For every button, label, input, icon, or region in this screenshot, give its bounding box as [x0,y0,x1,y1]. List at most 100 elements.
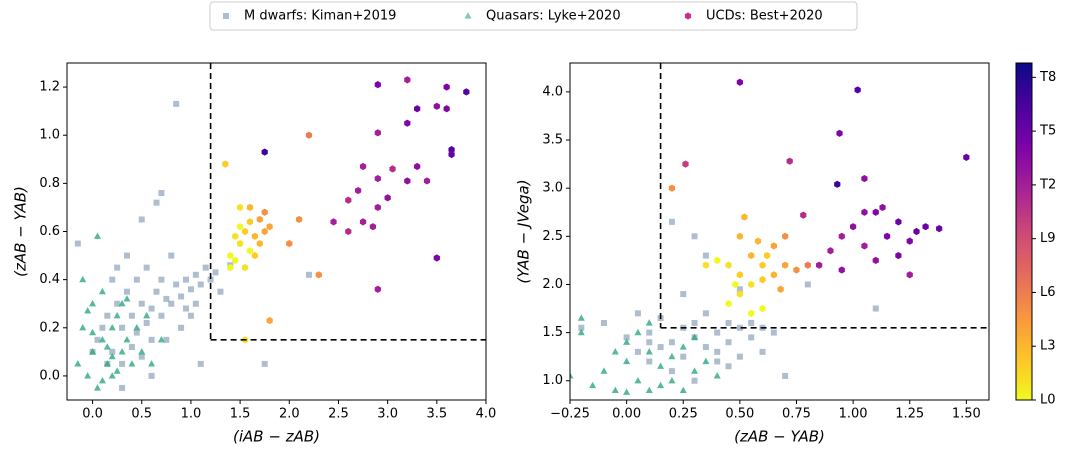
marker-square [109,348,116,355]
marker-hexagon [684,12,692,20]
x-tick-label: 2.0 [279,407,300,422]
marker-triangle [668,352,676,360]
marker-hexagon [838,232,845,240]
marker-hexagon [759,261,766,269]
marker-hexagon [433,254,440,262]
marker-hexagon [895,251,902,260]
marker-hexagon [330,218,337,226]
marker-square [143,264,150,271]
marker-triangle [570,372,574,379]
marker-hexagon [355,186,362,195]
marker-hexagon [443,105,450,113]
marker-triangle [79,275,87,283]
marker-triangle [143,311,151,319]
marker-triangle [623,338,631,345]
marker-square [143,319,150,326]
marker-square [187,312,194,319]
marker-square [804,281,811,288]
marker-triangle [611,386,619,393]
marker-square [74,240,81,247]
marker-triangle [108,372,116,379]
marker-square [623,334,630,341]
marker-triangle [84,307,92,314]
x-tick-label: 4.0 [476,407,497,422]
marker-triangle [123,336,131,343]
marker-square [736,286,743,293]
marker-square [148,372,155,379]
marker-hexagon [227,251,234,260]
marker-hexagon [838,266,845,274]
marker-hexagon [782,261,789,269]
marker-hexagon [872,208,879,216]
marker-triangle [623,357,631,365]
marker-hexagon [236,223,244,231]
marker-square [217,288,224,295]
x-tick-label: 3.0 [377,407,398,422]
marker-hexagon [232,232,239,240]
y-tick-label: 0.0 [39,368,60,383]
marker-square [119,384,126,391]
marker-square [119,360,126,367]
marker-hexagon [759,304,766,313]
marker-hexagon [246,203,254,212]
x-tick-label: −0.25 [550,407,590,422]
marker-hexagon [443,83,450,91]
marker-triangle [103,360,111,367]
marker-square [119,324,126,331]
marker-hexagon [763,251,771,260]
marker-hexagon [236,203,244,212]
marker-square [714,329,721,336]
marker-triangle [657,362,665,369]
legend-label: Quasars: Lyke+2020 [486,9,621,24]
marker-hexagon [702,261,710,269]
marker-hexagon [906,271,913,279]
marker-square [646,329,653,336]
marker-hexagon [732,280,739,289]
marker-square [123,288,130,295]
marker-hexagon [423,177,431,185]
marker-hexagon [236,239,244,248]
marker-hexagon [913,227,920,236]
marker-square [770,329,777,336]
marker-hexagon [305,131,313,139]
marker-hexagon [374,285,381,293]
marker-square [646,339,653,346]
marker-hexagon [748,280,755,289]
marker-hexagon [448,150,455,159]
marker-square [872,305,879,312]
colorbar-tick-label: L3 [1040,339,1056,354]
marker-square [634,310,641,317]
x-tick-label: 0.25 [669,407,698,422]
marker-square [725,339,732,346]
marker-square [178,324,185,331]
marker-hexagon [246,247,254,255]
legend-label: M dwarfs: Kiman+2019 [244,9,396,24]
marker-square [109,276,116,283]
marker-hexagon [246,218,254,226]
marker-triangle [679,343,687,350]
marker-hexagon [906,237,913,245]
marker-triangle [138,348,146,355]
marker-triangle [98,336,106,343]
marker-square [702,252,709,259]
y-tick-label: 2.5 [542,229,563,244]
y-axis-label: (zAB − YAB) [12,186,30,277]
marker-hexagon [404,119,411,127]
marker-triangle [157,336,165,343]
marker-square [714,348,721,355]
marker-hexagon [389,165,396,173]
marker-hexagon [861,208,868,216]
x-tick-label: 1.0 [181,407,202,422]
marker-square [104,312,111,319]
marker-square [657,344,664,351]
marker-square [197,360,204,367]
marker-square [207,276,214,283]
marker-triangle [645,348,653,355]
marker-square [725,363,732,370]
marker-hexagon [261,208,268,216]
marker-hexagon [782,232,789,240]
marker-hexagon [359,218,367,226]
marker-square [691,233,698,240]
marker-hexagon [256,215,263,224]
plot-area [570,63,989,395]
